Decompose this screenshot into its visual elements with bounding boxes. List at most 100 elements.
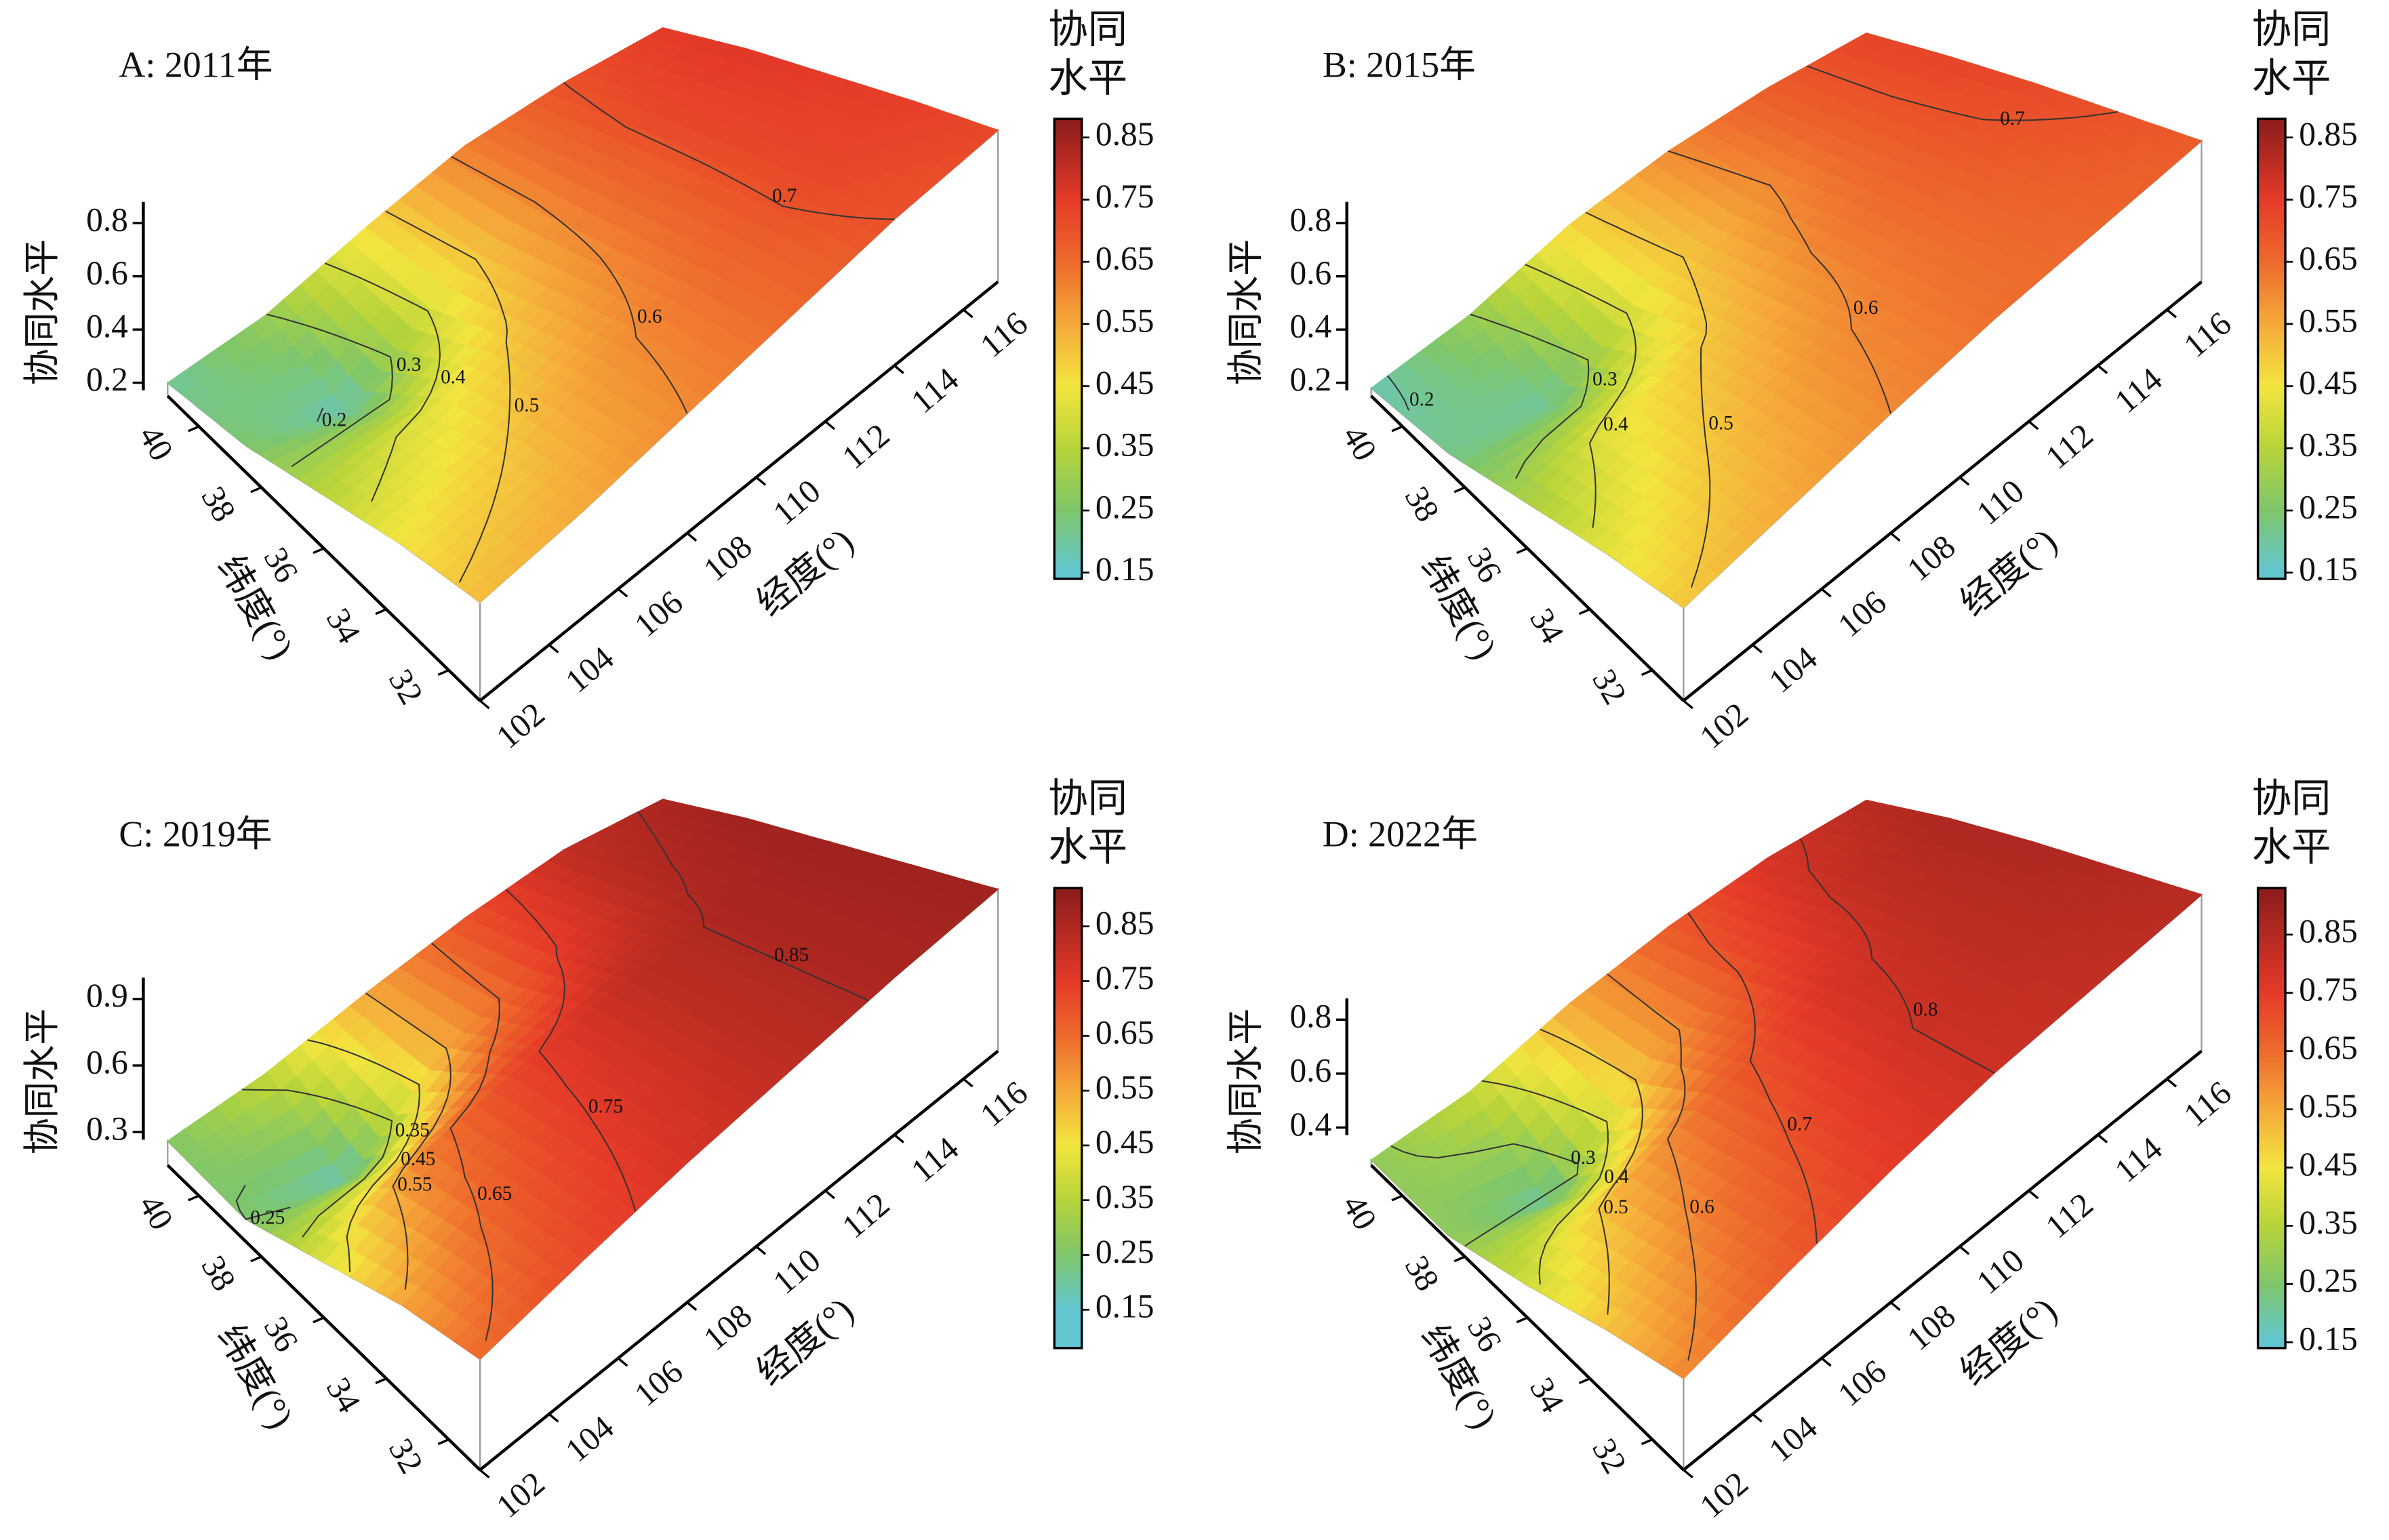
contour-label: 0.2	[322, 409, 347, 431]
colorbar-tick-label: 0.75	[2299, 971, 2358, 1008]
contour-line	[637, 811, 869, 1002]
x-tick	[686, 532, 698, 542]
colorbar-tick-label: 0.85	[2299, 912, 2358, 950]
contour-line	[1540, 1028, 1643, 1315]
x-axis-label: 经度(°)	[1952, 521, 2064, 624]
contour-label: 0.3	[397, 354, 422, 376]
y-axis-line	[1370, 394, 1685, 702]
panel-title: A: 2011年	[119, 45, 273, 85]
colorbar-tick-label: 0.55	[2299, 1087, 2358, 1124]
x-tick-label: 106	[1831, 584, 1893, 645]
x-tick	[1889, 1301, 1901, 1311]
y-tick-label: 32	[1585, 1432, 1634, 1480]
y-tick-label: 32	[1585, 663, 1634, 710]
y-tick-label: 40	[1336, 1188, 1384, 1236]
x-tick	[2097, 365, 2108, 374]
x-tick-label: 112	[2039, 416, 2100, 477]
colorbar-title: 水平	[1048, 826, 1127, 870]
colorbar	[2256, 887, 2287, 1350]
y-tick	[313, 547, 325, 554]
contour-line	[317, 407, 324, 422]
y-tick	[1578, 1377, 1590, 1385]
colorbar	[2256, 117, 2287, 580]
panel: 0.2 0.3 0.4 0.5 0.6 0.7 1021041061081101121141…	[22, 7, 1155, 756]
x-tick	[894, 1133, 904, 1143]
x-tick-label: 108	[696, 527, 759, 588]
contour-label: 0.7	[1787, 1113, 1812, 1135]
panel-title: D: 2022年	[1323, 813, 1478, 854]
y-tick	[1391, 425, 1403, 432]
colorbar-tick-label: 0.85	[1096, 115, 1155, 153]
contour-label: 0.6	[637, 306, 662, 327]
x-tick	[2097, 1133, 2108, 1143]
contour-label: 0.45	[401, 1148, 435, 1170]
z-tick-label: 0.6	[1289, 254, 1331, 291]
contour-line	[431, 942, 500, 1341]
x-tick-label: 114	[904, 361, 966, 421]
colorbar-tick-label: 0.15	[2299, 1320, 2358, 1358]
y-tick	[375, 1377, 387, 1385]
y-tick	[1453, 486, 1466, 493]
x-axis-label: 经度(°)	[1952, 1290, 2064, 1393]
y-tick-label: 34	[1523, 1371, 1571, 1419]
colorbar-title: 协同	[1048, 7, 1127, 52]
surface-cell	[466, 1333, 498, 1360]
z-tick-label: 0.6	[86, 1043, 128, 1080]
x-tick-label: 116	[973, 1074, 1035, 1134]
colorbar-tick-label: 0.45	[2299, 364, 2358, 401]
colorbar-tick-label: 0.65	[1096, 240, 1155, 277]
y-tick-label: 38	[1398, 480, 1447, 527]
contour-label: 0.7	[2000, 108, 2025, 129]
contour-line	[1687, 912, 1818, 1244]
x-tick	[2166, 308, 2177, 319]
x-tick	[1683, 700, 1693, 710]
colorbar-title: 协同	[2252, 7, 2331, 52]
z-tick-label: 0.6	[86, 254, 128, 291]
contour-label: 0.4	[1603, 413, 1628, 435]
x-tick-label: 104	[1762, 639, 1824, 700]
x-tick	[824, 1190, 835, 1200]
contour-label: 0.7	[772, 185, 797, 207]
y-tick	[1516, 1316, 1528, 1324]
contour-line	[266, 313, 393, 468]
y-tick-label: 34	[319, 602, 368, 649]
colorbar	[1053, 887, 1083, 1350]
colorbar-tick-label: 0.45	[2299, 1146, 2358, 1183]
z-tick-label: 0.8	[1289, 201, 1331, 238]
panel: 0.3 0.4 0.5 0.6 0.7 0.8 1021041061081101121141…	[1225, 777, 2358, 1525]
colorbar-tick-label: 0.25	[1096, 488, 1155, 525]
x-axis-line	[1682, 280, 2203, 702]
colorbar-title: 水平	[2252, 826, 2331, 870]
colorbar-tick-label: 0.75	[1096, 178, 1155, 215]
y-tick	[188, 1194, 200, 1202]
y-tick	[375, 608, 387, 615]
panel-title: B: 2015年	[1323, 45, 1476, 85]
y-tick-label: 32	[382, 1432, 430, 1480]
contour-line	[451, 156, 688, 414]
contour-line	[241, 1089, 393, 1238]
colorbar-tick-label: 0.15	[1096, 550, 1155, 588]
colorbar-title: 水平	[1048, 56, 1127, 100]
x-tick	[755, 1245, 767, 1255]
x-tick-label: 104	[1762, 1409, 1824, 1470]
y-tick	[250, 1255, 262, 1263]
x-tick	[2028, 420, 2039, 430]
x-tick-label: 108	[1900, 527, 1963, 588]
z-tick-label: 0.2	[1289, 361, 1331, 398]
colorbar-tick-label: 0.25	[1096, 1233, 1155, 1270]
contour-label: 0.5	[515, 394, 540, 416]
x-tick-label: 102	[1693, 695, 1755, 756]
colorbar-tick-label: 0.75	[2299, 178, 2358, 215]
contour-label: 0.2	[1409, 388, 1434, 410]
x-tick-label: 106	[627, 584, 689, 645]
x-tick	[963, 308, 973, 319]
x-axis-line	[1682, 1049, 2203, 1472]
x-tick-label: 102	[489, 1464, 552, 1525]
colorbar-tick-label: 0.45	[1096, 1123, 1155, 1160]
y-tick-label: 34	[1523, 602, 1571, 649]
x-tick	[1752, 1413, 1763, 1423]
y-tick-label: 38	[194, 480, 243, 527]
x-tick	[1683, 1469, 1693, 1479]
x-tick-label: 116	[2177, 304, 2239, 365]
